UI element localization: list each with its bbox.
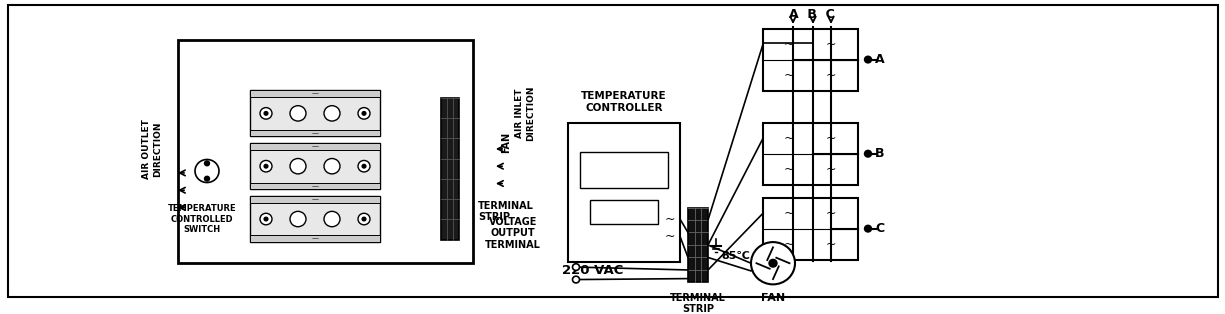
Bar xyxy=(250,236,380,242)
Text: ~: ~ xyxy=(826,38,837,51)
Bar xyxy=(250,143,380,189)
Text: 85℃: 85℃ xyxy=(722,251,751,261)
Bar xyxy=(568,123,680,262)
Circle shape xyxy=(323,159,341,174)
Text: ~: ~ xyxy=(826,237,837,251)
Bar xyxy=(688,208,708,283)
Circle shape xyxy=(358,213,370,225)
Circle shape xyxy=(290,211,306,227)
Text: 220 VAC: 220 VAC xyxy=(562,264,624,277)
Bar xyxy=(763,123,857,185)
Bar xyxy=(250,143,380,150)
Text: —: — xyxy=(311,196,318,202)
Text: VOLTAGE
OUTPUT
TERMINAL: VOLTAGE OUTPUT TERMINAL xyxy=(485,217,541,250)
Text: TERMINAL
STRIP: TERMINAL STRIP xyxy=(478,201,534,222)
Text: AIR INLET
DIRECTION: AIR INLET DIRECTION xyxy=(516,86,534,141)
Circle shape xyxy=(769,259,777,267)
Text: ~: ~ xyxy=(665,230,675,243)
Bar xyxy=(178,41,473,263)
Text: TEMPERATURE
CONTROLLER: TEMPERATURE CONTROLLER xyxy=(581,91,666,113)
Text: FAN: FAN xyxy=(501,132,511,153)
Text: ~: ~ xyxy=(826,207,837,220)
Text: A: A xyxy=(875,53,884,66)
Text: ~: ~ xyxy=(665,213,675,225)
Bar xyxy=(590,200,658,224)
Text: ~: ~ xyxy=(784,237,794,251)
Circle shape xyxy=(265,111,268,115)
Text: ~: ~ xyxy=(784,163,794,176)
Circle shape xyxy=(865,225,871,232)
Bar xyxy=(579,152,668,188)
Text: ~: ~ xyxy=(826,132,837,145)
Circle shape xyxy=(265,164,268,168)
Bar xyxy=(250,196,380,242)
Circle shape xyxy=(751,242,795,284)
Circle shape xyxy=(260,160,272,172)
Text: ~: ~ xyxy=(826,68,837,81)
Bar xyxy=(250,90,380,97)
Bar xyxy=(250,182,380,189)
Bar xyxy=(441,98,459,240)
Circle shape xyxy=(363,111,366,115)
Text: A  B  C: A B C xyxy=(789,8,835,21)
Circle shape xyxy=(572,276,579,283)
Bar xyxy=(250,196,380,203)
Circle shape xyxy=(205,176,209,181)
Circle shape xyxy=(205,161,209,166)
Text: —: — xyxy=(311,130,318,136)
Circle shape xyxy=(358,108,370,119)
Text: ~: ~ xyxy=(784,207,794,220)
Text: TEMPERATURE
CONTROLLED
SWITCH: TEMPERATURE CONTROLLED SWITCH xyxy=(168,204,236,234)
Text: —: — xyxy=(311,236,318,242)
Circle shape xyxy=(290,106,306,121)
Text: FAN: FAN xyxy=(761,293,785,303)
Circle shape xyxy=(260,213,272,225)
Circle shape xyxy=(358,160,370,172)
Circle shape xyxy=(865,150,871,157)
Circle shape xyxy=(363,217,366,221)
Circle shape xyxy=(260,108,272,119)
Text: ~: ~ xyxy=(784,38,794,51)
Text: C: C xyxy=(876,222,884,235)
Text: AIR OUTLET
DIRECTION: AIR OUTLET DIRECTION xyxy=(142,119,162,179)
Circle shape xyxy=(865,56,871,63)
Text: —: — xyxy=(311,183,318,189)
Bar xyxy=(763,29,857,91)
Bar xyxy=(250,130,380,136)
Text: —: — xyxy=(311,91,318,97)
Circle shape xyxy=(572,264,579,270)
Text: ~: ~ xyxy=(826,163,837,176)
Text: B: B xyxy=(875,147,884,160)
Circle shape xyxy=(323,211,341,227)
Circle shape xyxy=(265,217,268,221)
Text: ~: ~ xyxy=(784,68,794,81)
Text: ~: ~ xyxy=(784,132,794,145)
Text: —: — xyxy=(311,143,318,149)
Bar xyxy=(250,90,380,136)
Text: TERMINAL
STRIP: TERMINAL STRIP xyxy=(670,293,726,314)
Bar xyxy=(763,198,857,260)
Circle shape xyxy=(363,164,366,168)
Circle shape xyxy=(323,106,341,121)
Circle shape xyxy=(290,159,306,174)
Circle shape xyxy=(195,160,219,182)
